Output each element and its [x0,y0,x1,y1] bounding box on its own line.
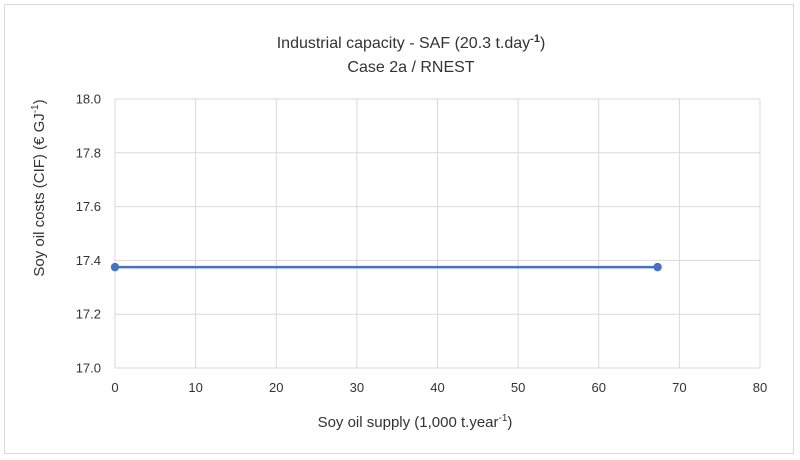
y-tick-label: 18.0 [76,92,101,107]
x-tick-label: 40 [430,380,444,395]
x-axis-label-end: ) [507,414,512,431]
x-axis-label-main: Soy oil supply (1,000 t.year [318,414,499,431]
x-tick-label: 10 [188,380,202,395]
y-tick-label: 17.6 [76,199,101,214]
y-axis-label-superscript: -1 [30,104,41,113]
x-axis-ticks: 0 10 20 30 40 50 60 70 80 [111,380,767,395]
x-tick-label: 70 [672,380,686,395]
chart-title-line1: Industrial capacity - SAF (20.3 t.day-1) [277,33,546,52]
y-axis-label-end: ) [31,99,48,104]
x-axis-label-superscript: -1 [499,413,508,424]
chart-title-main: Industrial capacity - SAF (20.3 t.day [277,35,530,52]
chart-frame [4,4,794,454]
x-tick-label: 20 [269,380,283,395]
series-group [110,262,662,272]
x-axis-label: Soy oil supply (1,000 t.year-1) [318,413,513,431]
data-point [653,262,662,272]
y-axis-label-main: Soy oil costs (CIF) (€ GJ [31,113,48,276]
y-axis-label: Soy oil costs (CIF) (€ GJ-1) [30,99,48,276]
x-tick-label: 50 [511,380,525,395]
y-tick-label: 17.2 [76,307,101,322]
y-axis-ticks: 17.0 17.2 17.4 17.6 17.8 18.0 [76,92,101,376]
x-tick-label: 60 [592,380,606,395]
chart-title-superscript: -1 [530,33,540,45]
y-tick-label: 17.4 [76,253,101,268]
x-tick-label: 80 [753,380,767,395]
y-tick-label: 17.0 [76,361,101,376]
x-tick-label: 0 [111,380,118,395]
chart-title-line2: Case 2a / RNEST [347,59,474,76]
x-tick-label: 30 [350,380,364,395]
chart-title-end: ) [540,35,545,52]
data-point [110,262,120,272]
y-tick-label: 17.8 [76,145,101,160]
gridlines [114,98,761,369]
